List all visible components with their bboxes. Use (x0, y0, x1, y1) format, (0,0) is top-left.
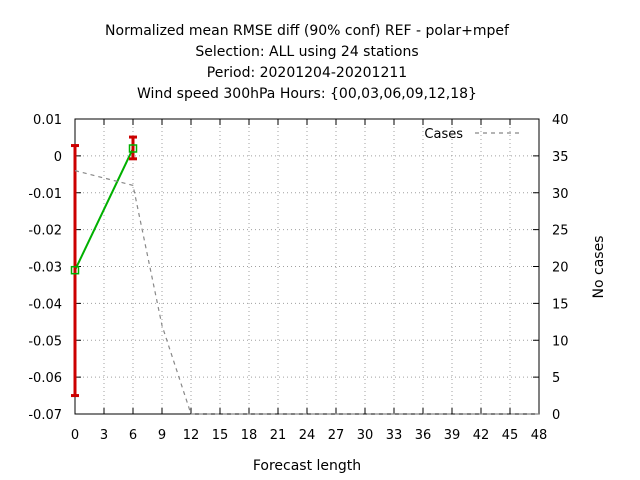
x-tick-label-1: 3 (100, 428, 108, 443)
x-tick-label-14: 42 (473, 428, 490, 443)
y-tick-label-2: -0.05 (28, 334, 62, 349)
x-tick-label-12: 36 (415, 428, 432, 443)
x-axis-label: Forecast length (253, 458, 361, 474)
y2-tick-label-6: 30 (552, 187, 569, 202)
y2-tick-label-7: 35 (552, 150, 569, 165)
x-tick-label-8: 24 (299, 428, 316, 443)
y2-tick-label-4: 20 (552, 261, 569, 276)
y2-tick-label-8: 40 (552, 113, 569, 128)
chart-title-line-1: Selection: ALL using 24 stations (195, 44, 418, 60)
y-tick-label-0: -0.07 (28, 408, 62, 423)
y-tick-label-7: 0 (54, 150, 62, 165)
series-line-1 (74, 170, 539, 415)
x-tick-label-13: 39 (444, 428, 461, 443)
x-tick-label-4: 12 (183, 428, 200, 443)
y-tick-label-3: -0.04 (28, 297, 62, 312)
x-tick-label-9: 27 (328, 428, 345, 443)
chart-title-line-3: Wind speed 300hPa Hours: {00,03,06,09,12… (137, 86, 477, 102)
y-tick-label-1: -0.06 (28, 371, 62, 386)
y2-tick-label-0: 0 (552, 408, 560, 423)
y-tick-label-6: -0.01 (28, 187, 62, 202)
x-tick-label-11: 33 (386, 428, 403, 443)
legend-label-1: Cases (424, 127, 463, 142)
y2-tick-label-3: 15 (552, 297, 569, 312)
x-tick-label-7: 21 (270, 428, 287, 443)
x-tick-label-0: 0 (71, 428, 79, 443)
y-tick-label-5: -0.02 (28, 224, 62, 239)
y2-axis-label: No cases (591, 236, 607, 299)
chart-title-line-2: Period: 20201204-20201211 (207, 65, 407, 81)
x-tick-label-15: 45 (502, 428, 519, 443)
data-point-0-1 (128, 144, 138, 153)
y2-tick-label-1: 5 (552, 371, 560, 386)
y-tick-label-8: 0.01 (33, 113, 62, 128)
x-tick-label-2: 6 (129, 428, 137, 443)
x-tick-label-3: 9 (158, 428, 166, 443)
y-tick-label-4: -0.03 (28, 261, 62, 276)
series-line-0 (74, 148, 134, 271)
x-tick-label-5: 15 (212, 428, 229, 443)
y2-tick-label-2: 10 (552, 334, 569, 349)
data-point-0-0 (70, 265, 80, 275)
x-tick-label-10: 30 (357, 428, 374, 443)
chart-title-line-0: Normalized mean RMSE diff (90% conf) REF… (105, 23, 510, 39)
x-tick-label-6: 18 (241, 428, 258, 443)
x-tick-label-16: 48 (531, 428, 548, 443)
y2-tick-label-5: 25 (552, 224, 569, 239)
